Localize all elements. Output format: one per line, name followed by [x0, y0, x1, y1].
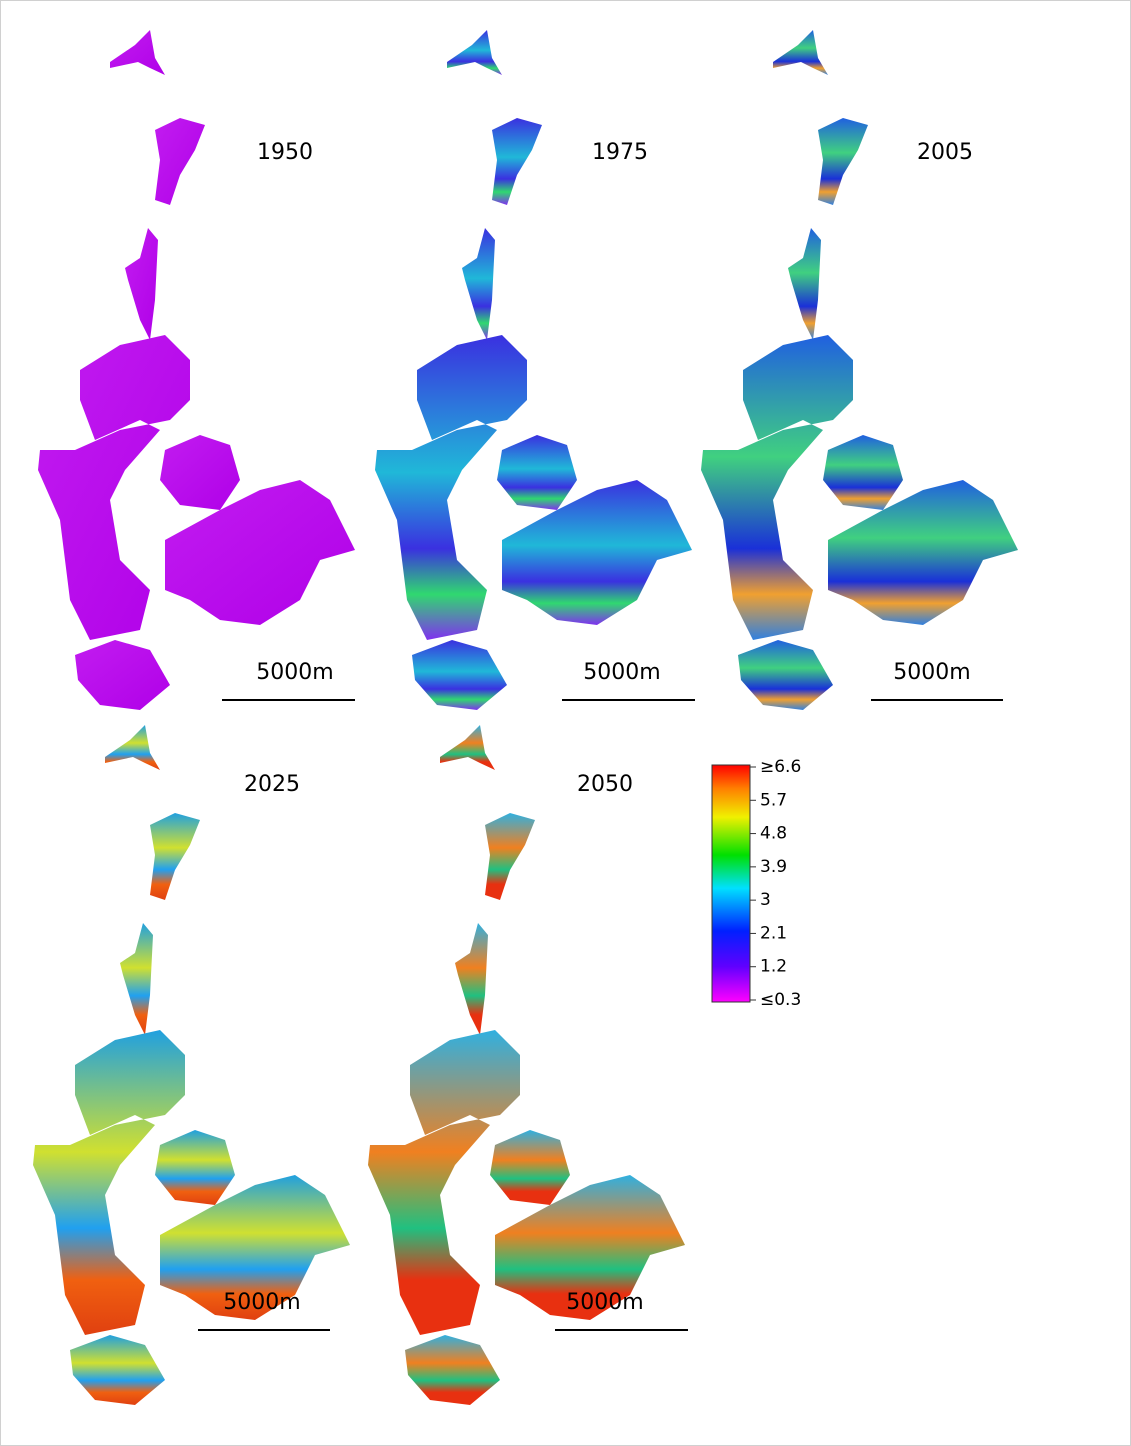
scale-label: 5000m	[893, 660, 970, 685]
legend-label: 3.9	[760, 857, 787, 877]
legend-label: 1.2	[760, 957, 787, 977]
year-label: 1950	[257, 140, 313, 165]
year-label: 2005	[917, 140, 973, 165]
scale-label: 5000m	[566, 1290, 643, 1315]
color-bar	[712, 765, 750, 1002]
legend-label: ≥6.6	[760, 757, 801, 777]
scale-label: 5000m	[256, 660, 333, 685]
legend-label: 2.1	[760, 923, 787, 943]
scale-label: 5000m	[583, 660, 660, 685]
figure: 1950 1975 2005 2025 2050 5000m 5000m 500…	[0, 0, 1131, 1446]
year-label: 2050	[577, 772, 633, 797]
legend-label: 4.8	[760, 824, 787, 844]
year-label: 2025	[244, 772, 300, 797]
year-label: 1975	[592, 140, 648, 165]
legend-label: 3	[760, 890, 771, 910]
legend-label: 5.7	[760, 790, 787, 810]
scale-label: 5000m	[223, 1290, 300, 1315]
legend-label: ≤0.3	[760, 990, 801, 1010]
